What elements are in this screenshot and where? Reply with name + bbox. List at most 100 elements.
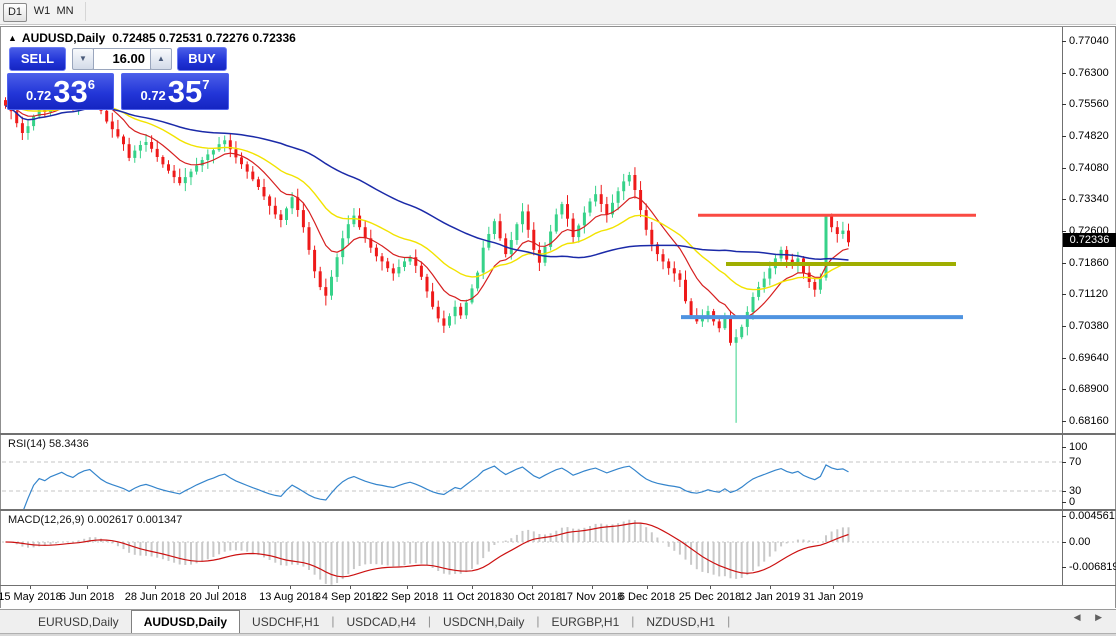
macd-histogram-bar (375, 542, 378, 565)
macd-histogram-bar (431, 542, 434, 568)
macd-histogram-bar (178, 542, 181, 565)
candle-body (363, 227, 367, 239)
price-axis-label: 0.73340 (1069, 193, 1109, 205)
macd-histogram-bar (364, 542, 367, 565)
pane-separator-rsi-macd[interactable] (0, 509, 1116, 511)
macd-histogram-bar (684, 542, 687, 560)
candle-body (15, 111, 19, 124)
macd-histogram-bar (234, 542, 237, 551)
candle-body (431, 291, 435, 307)
macd-histogram-bar (246, 542, 249, 552)
main-chart-canvas[interactable] (2, 28, 1062, 433)
macd-histogram-bar (746, 542, 749, 576)
axis-tick (1062, 447, 1066, 448)
candle-body (217, 144, 221, 151)
candle-body (515, 224, 519, 240)
macd-histogram-bar (808, 540, 811, 542)
macd-histogram-bar (448, 542, 451, 575)
axis-tick (1062, 358, 1066, 359)
macd-histogram-bar (381, 542, 383, 565)
candle-body (835, 227, 839, 234)
candle-body (318, 271, 322, 288)
macd-histogram-bar (71, 541, 74, 542)
candle-body (599, 194, 603, 204)
date-axis-label: 11 Oct 2018 (442, 591, 502, 603)
macd-histogram-bar (49, 542, 52, 545)
macd-histogram-bar (544, 534, 546, 542)
axis-tick (1062, 294, 1066, 295)
sell-price-display[interactable]: 0.72 33 6 (7, 73, 114, 110)
macd-histogram-bar (650, 532, 653, 542)
candle-body (346, 224, 350, 239)
candle-body (594, 194, 598, 202)
candle-body (751, 297, 755, 312)
one-click-panel-toggle-icon[interactable]: ▲ (8, 33, 17, 43)
macd-histogram-bar (145, 542, 147, 556)
tab-separator: | (427, 614, 431, 628)
timeframe-d1-button[interactable]: D1 (3, 3, 27, 22)
timeframe-mn-button[interactable]: MN (56, 5, 74, 17)
candle-body (26, 126, 30, 133)
macd-name: MACD(12,26,9) (8, 514, 85, 526)
candle-body (425, 276, 429, 292)
tab-scroll-right-button[interactable]: ▶ (1095, 612, 1102, 622)
macd-histogram-bar (836, 529, 839, 542)
axis-tick (1062, 326, 1066, 327)
candle-body (296, 197, 300, 210)
macd-histogram-bar (796, 539, 799, 542)
macd-histogram-bar (302, 542, 305, 567)
candle-body (627, 175, 631, 182)
candle-body (616, 191, 620, 203)
chart-tab-usdchf[interactable]: USDCHF,H1 (252, 615, 320, 629)
date-axis[interactable]: 15 May 2018 6 Jun 2018 28 Jun 2018 20 Jul 2… (0, 586, 1062, 608)
macd-histogram-bar (369, 542, 372, 564)
candle-body (464, 302, 468, 316)
macd-histogram-bar (409, 542, 412, 564)
candle-body (476, 272, 480, 289)
pane-separator-main-rsi[interactable] (0, 433, 1116, 435)
chart-tab-audusd[interactable]: AUDUSD,Daily (130, 610, 241, 633)
timeframe-w1-button[interactable]: W1 (33, 5, 51, 17)
macd-histogram-bar (308, 542, 310, 570)
candle-body (408, 257, 412, 262)
tab-scroll-left-button[interactable]: ◀ (1073, 612, 1081, 622)
macd-histogram-bar (577, 528, 580, 542)
macd-histogram-bar (774, 542, 777, 552)
candle-body (324, 287, 328, 296)
candle-body (290, 197, 294, 209)
macd-histogram-bar (347, 542, 350, 575)
candle-body (369, 238, 373, 248)
buy-price-display[interactable]: 0.72 35 7 (121, 73, 229, 110)
chart-tab-nzdusd[interactable]: NZDUSD,H1 (646, 615, 716, 629)
macd-indicator-canvas[interactable] (2, 512, 1062, 585)
axis-tick (1062, 491, 1066, 492)
candle-body (717, 321, 721, 329)
macd-histogram-bar (324, 542, 327, 584)
macd-histogram-bar (454, 542, 457, 574)
chart-tab-usdcad[interactable]: USDCAD,H4 (346, 615, 416, 629)
volume-input[interactable]: 16.00 (93, 48, 151, 70)
candle-body (655, 244, 659, 255)
date-tick (350, 586, 351, 589)
chart-tab-eurusd[interactable]: EURUSD,Daily (38, 615, 119, 629)
macd-histogram-bar (757, 542, 760, 567)
rsi-current-value: 58.3436 (48, 438, 89, 450)
rsi-indicator-canvas[interactable] (2, 436, 1062, 509)
macd-histogram-bar (718, 542, 721, 577)
candle-body (757, 287, 761, 297)
volume-decrease-button[interactable]: ▼ (72, 48, 94, 70)
sell-button[interactable]: SELL (9, 47, 66, 71)
volume-increase-button[interactable]: ▲ (150, 48, 172, 70)
buy-button[interactable]: BUY (177, 47, 227, 71)
chart-tab-eurgbp[interactable]: EURGBP,H1 (551, 615, 620, 629)
macd-histogram-bar (471, 542, 473, 569)
candle-body (161, 157, 165, 165)
macd-histogram-bar (465, 542, 468, 573)
macd-histogram-bar (111, 542, 114, 544)
date-axis-label: 28 Jun 2018 (124, 591, 186, 603)
date-tick (592, 586, 593, 589)
candle-body (352, 215, 356, 225)
candle-body (745, 311, 749, 327)
chart-ohlc-values: 0.72485 0.72531 0.72276 0.72336 (112, 31, 296, 45)
chart-tab-usdcnh[interactable]: USDCNH,Daily (443, 615, 525, 629)
